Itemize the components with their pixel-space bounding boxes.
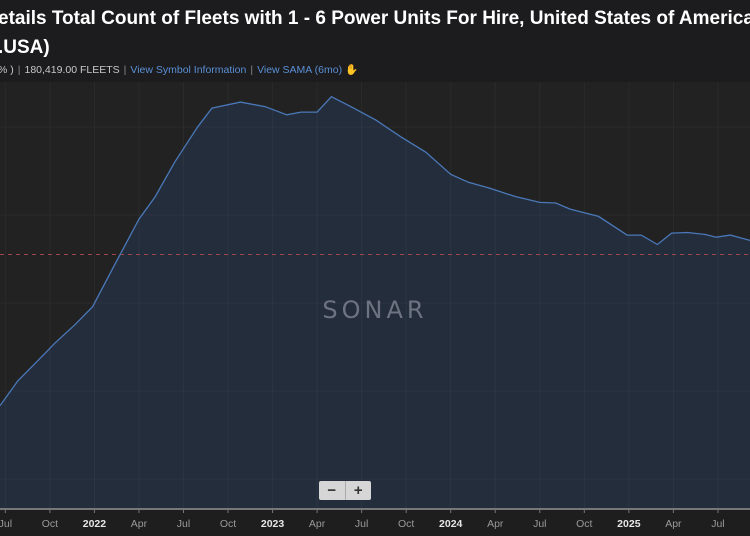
sonar-watermark: SONAR [322, 296, 427, 324]
x-tick-label: Apr [131, 518, 148, 530]
x-tick-label: Apr [665, 518, 682, 530]
chart-title: etails Total Count of Fleets with 1 - 6 … [0, 8, 750, 29]
series-line [0, 95, 750, 407]
x-tick-label: Oct [398, 518, 414, 530]
series-area [0, 96, 750, 508]
current-value: 180,419.00 FLEETS [24, 64, 120, 76]
x-tick-label: 2025 [617, 518, 641, 530]
x-tick-label: Jul [355, 518, 368, 530]
x-tick-label: 2024 [439, 518, 463, 530]
x-tick-label: Oct [42, 518, 58, 530]
x-tick-label: Oct [576, 518, 592, 530]
x-tick-label: Jul [711, 518, 724, 530]
x-tick-label: Jul [533, 518, 546, 530]
view-sama-link[interactable]: View SAMA (6mo) [257, 64, 343, 76]
zoom-controls: − + [319, 481, 371, 500]
chart-meta: % )|180,419.00 FLEETS|View Symbol Inform… [0, 63, 358, 76]
zoom-out-button[interactable]: − [319, 481, 346, 500]
view-symbol-info-link[interactable]: View Symbol Information [130, 64, 247, 76]
zoom-in-button[interactable]: + [353, 482, 363, 499]
x-axis-background [0, 508, 750, 536]
x-tick-label: Oct [220, 518, 236, 530]
chart-symbol: .USA) [0, 37, 50, 58]
x-tick-label: Apr [309, 518, 326, 530]
x-tick-label: 2022 [83, 518, 107, 530]
x-tick-label: Jul [0, 518, 12, 530]
x-tick-label: Apr [487, 518, 504, 530]
x-tick-label: 2023 [261, 518, 285, 530]
chart-area[interactable]: SONAR Jul Oct 2022 Apr Jul Oct 2023 Apr Jul Oct 202… [0, 82, 750, 536]
chart-hand-icon[interactable]: ✋ [345, 64, 359, 76]
chart-header: etails Total Count of Fleets with 1 - 6 … [0, 0, 750, 82]
change-value: % ) [0, 64, 14, 76]
x-tick-label: Jul [177, 518, 190, 530]
